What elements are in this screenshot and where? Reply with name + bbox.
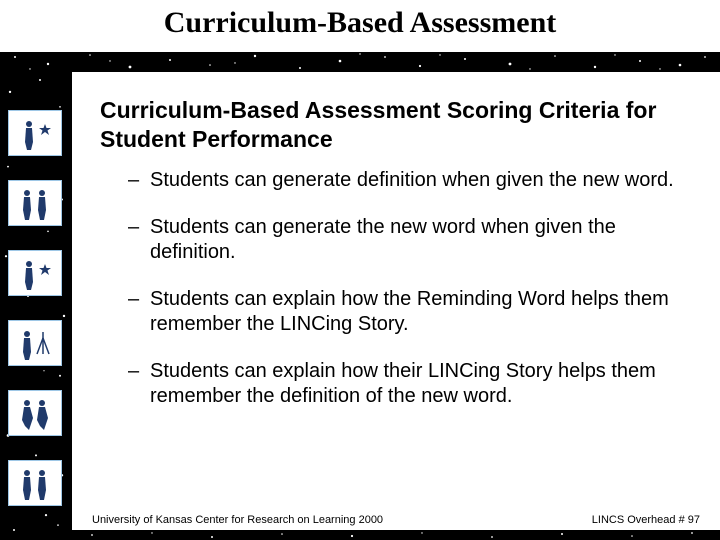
footer: University of Kansas Center for Research…	[92, 514, 700, 526]
side-icon	[8, 460, 62, 506]
slide-title: Curriculum-Based Assessment	[0, 6, 720, 40]
slide: Curriculum-Based Assessment	[0, 0, 720, 540]
bullet-item: Students can explain how the Reminding W…	[128, 287, 696, 337]
side-icon-strip	[8, 110, 62, 506]
side-icon	[8, 110, 62, 156]
side-icon	[8, 390, 62, 436]
title-area: Curriculum-Based Assessment	[0, 0, 720, 52]
side-icon	[8, 320, 62, 366]
side-icon	[8, 180, 62, 226]
starfield-top	[0, 52, 720, 72]
footer-right: LINCS Overhead # 97	[592, 514, 700, 526]
footer-left: University of Kansas Center for Research…	[92, 514, 383, 526]
bullet-item: Students can generate definition when gi…	[128, 168, 696, 193]
bullet-item: Students can explain how their LINCing S…	[128, 359, 696, 409]
starfield-bottom	[72, 530, 720, 540]
bullet-item: Students can generate the new word when …	[128, 215, 696, 265]
content-area: Curriculum-Based Assessment Scoring Crit…	[90, 96, 696, 510]
subtitle: Curriculum-Based Assessment Scoring Crit…	[100, 96, 696, 154]
side-icon	[8, 250, 62, 296]
bullets-list: Students can generate definition when gi…	[128, 168, 696, 409]
